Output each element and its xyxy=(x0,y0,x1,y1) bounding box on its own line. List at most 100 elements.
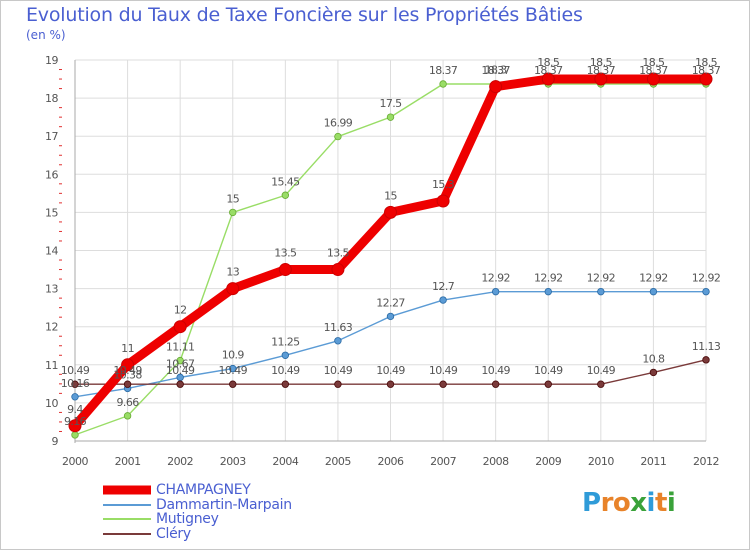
x-tick-label: 2001 xyxy=(115,455,141,468)
legend-swatch-clery xyxy=(103,532,151,535)
data-label: 10.49 xyxy=(587,364,616,377)
data-label: 12.92 xyxy=(534,272,563,285)
data-label: 10.8 xyxy=(642,352,665,365)
data-point xyxy=(646,72,660,86)
x-tick-label: 2009 xyxy=(535,455,561,468)
data-point xyxy=(123,380,132,388)
data-point xyxy=(123,412,132,420)
data-point xyxy=(121,358,135,372)
data-point xyxy=(229,364,237,373)
data-point xyxy=(384,205,397,219)
x-tick-label: 2005 xyxy=(325,455,351,468)
data-point xyxy=(281,191,290,199)
y-tick-label: 13 xyxy=(45,283,58,296)
data-label: 9.4 xyxy=(67,403,83,416)
data-point xyxy=(71,431,79,439)
data-label: 10.49 xyxy=(429,364,458,377)
data-label: 10.49 xyxy=(271,364,300,377)
data-point xyxy=(176,356,184,365)
data-point xyxy=(331,263,345,277)
y-tick-label: 18 xyxy=(45,92,58,105)
logo-letter: P xyxy=(582,488,601,518)
data-label: 11.63 xyxy=(324,321,353,334)
data-label: 18.37 xyxy=(639,64,668,77)
y-tick-label: 15 xyxy=(45,206,58,219)
data-point xyxy=(334,132,342,141)
data-point xyxy=(597,380,605,388)
legend-label-champagney: CHAMPAGNEY xyxy=(156,482,251,498)
data-point xyxy=(281,351,290,359)
data-point xyxy=(334,337,342,345)
legend-swatch-champagney xyxy=(103,485,151,495)
data-label: 13 xyxy=(226,266,239,279)
data-point xyxy=(281,380,290,388)
data-point xyxy=(594,72,608,86)
data-label: 18.5 xyxy=(642,56,665,69)
data-label: 18.37 xyxy=(692,64,721,77)
data-point xyxy=(334,380,342,388)
data-label: 12.27 xyxy=(376,296,405,309)
data-label: 18.5 xyxy=(590,56,613,69)
data-point xyxy=(386,380,395,388)
data-label: 13.5 xyxy=(274,247,297,260)
y-tick-label: 17 xyxy=(45,130,58,143)
data-point xyxy=(229,380,237,388)
data-point xyxy=(229,208,237,217)
y-tick-label: 14 xyxy=(45,245,58,258)
x-tick-label: 2011 xyxy=(640,455,666,468)
x-tick-label: 2008 xyxy=(483,455,509,468)
legend-label-mutigney: Mutigney xyxy=(156,511,219,527)
proxiti-logo: Proxiti xyxy=(582,488,676,518)
data-label: 15.45 xyxy=(271,175,300,188)
data-point xyxy=(439,380,447,388)
data-label: 16.99 xyxy=(324,117,353,130)
data-label: 18.37 xyxy=(587,64,616,77)
data-label: 12.92 xyxy=(587,272,616,285)
data-point xyxy=(702,287,710,296)
data-point xyxy=(491,287,500,296)
logo-letter: i xyxy=(666,488,676,518)
data-point xyxy=(386,113,395,121)
logo-letter: r xyxy=(600,488,614,518)
data-label: 10.16 xyxy=(61,377,90,390)
logo-letter: o xyxy=(612,488,631,518)
data-label: 11 xyxy=(121,342,134,355)
data-point xyxy=(439,80,447,88)
data-label: 9.66 xyxy=(117,396,140,409)
data-point xyxy=(71,393,79,401)
data-label: 10.67 xyxy=(166,357,195,370)
data-label: 12.92 xyxy=(481,272,510,285)
x-tick-label: 2003 xyxy=(220,455,246,468)
data-label: 10.38 xyxy=(113,368,142,381)
x-tick-label: 2004 xyxy=(272,455,298,468)
data-label: 10.9 xyxy=(222,349,245,362)
data-point xyxy=(439,296,447,304)
data-label: 10.49 xyxy=(166,364,195,377)
legend-label-clery: Cléry xyxy=(156,525,191,542)
data-label: 17.5 xyxy=(379,97,402,110)
data-point xyxy=(278,263,292,277)
y-tick-label: 9 xyxy=(52,435,59,448)
data-point xyxy=(544,380,552,388)
data-label: 11.11 xyxy=(166,341,195,354)
series-layer xyxy=(68,72,713,439)
logo-letter: t xyxy=(654,488,667,518)
data-point xyxy=(386,312,395,321)
data-point xyxy=(71,380,79,388)
data-point xyxy=(699,72,713,86)
data-label: 10.49 xyxy=(481,364,510,377)
data-label: 12.92 xyxy=(639,272,668,285)
x-tick-label: 2010 xyxy=(588,455,614,468)
data-label: 18.37 xyxy=(534,64,563,77)
data-point xyxy=(176,380,184,388)
data-label: 9.16 xyxy=(64,415,87,428)
legend-label-dammartin: Dammartin-Marpain xyxy=(156,496,292,513)
data-point xyxy=(489,80,503,94)
chart-title: Evolution du Taux de Taxe Foncière sur l… xyxy=(26,4,583,26)
data-point xyxy=(173,320,187,334)
data-point xyxy=(649,287,658,296)
data-label: 11.13 xyxy=(692,340,721,353)
data-label: 12.92 xyxy=(692,272,721,285)
